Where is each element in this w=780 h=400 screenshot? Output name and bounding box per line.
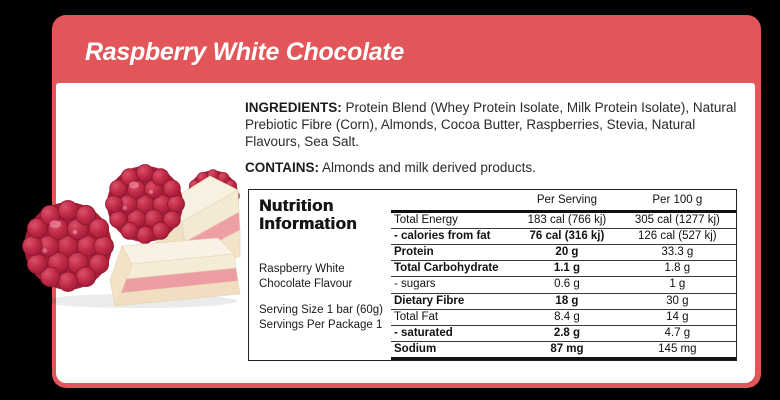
nutrition-panel-left: Nutrition Information Raspberry White Ch… — [249, 190, 391, 360]
table-row: Total Energy 183 cal (766 kj) 305 cal (1… — [391, 213, 736, 230]
row-label: Total Carbohydrate — [394, 262, 499, 275]
row-label: Protein — [394, 246, 434, 259]
table-row: Total Carbohydrate 1.1 g 1.8 g — [391, 261, 736, 278]
table-row: Dietary Fibre 18 g 30 g — [391, 294, 736, 310]
row-label: Total Fat — [394, 310, 439, 323]
table-row: - sugars 0.6 g 1 g — [391, 277, 736, 294]
table-body: Total Energy 183 cal (766 kj) 305 cal (1… — [391, 213, 736, 360]
serving-size: Serving Size 1 bar (60g) — [259, 304, 384, 316]
row-label: - calories from fat — [394, 230, 491, 243]
flavour-line2: Chocolate Flavour — [259, 278, 353, 290]
value-per-100g: 4.7 g — [664, 326, 691, 339]
flavour-line1: Raspberry White — [259, 263, 345, 275]
contains-value: Almonds and milk derived products. — [319, 160, 536, 175]
value-per-serving: 18 g — [555, 294, 579, 307]
servings-per-package: Servings Per Package 1 — [259, 319, 383, 331]
value-per-serving: 8.4 g — [554, 310, 580, 323]
chocolate-piece-front-icon — [109, 237, 241, 307]
nutrition-heading-line2: Information — [259, 214, 357, 233]
value-per-100g: 126 cal (527 kj) — [638, 230, 717, 243]
row-label: Total Energy — [394, 214, 458, 227]
value-per-serving: 1.1 g — [553, 262, 581, 275]
value-per-serving: 76 cal (316 kj) — [529, 230, 605, 243]
contains-text: CONTAINS: Almonds and milk derived produ… — [245, 159, 745, 176]
value-per-100g: 30 g — [666, 294, 689, 307]
nutrition-heading: Nutrition Information — [259, 197, 389, 233]
value-per-serving: 20 g — [555, 246, 579, 259]
nutrition-facts-panel: Nutrition Information Raspberry White Ch… — [248, 189, 737, 361]
value-per-100g: 14 g — [666, 310, 689, 323]
row-label: Sodium — [394, 342, 437, 355]
flavour-label: Raspberry White Chocolate Flavour — [259, 262, 389, 292]
contains-label: CONTAINS: — [245, 160, 319, 175]
value-per-100g: 305 cal (1277 kj) — [634, 214, 720, 227]
nutrition-table: Per Serving Per 100 g Total Energy 183 c… — [391, 190, 736, 360]
value-per-serving: 87 mg — [550, 342, 584, 355]
value-per-serving: 183 cal (766 kj) — [527, 214, 607, 227]
table-row: Total Fat 8.4 g 14 g — [391, 310, 736, 326]
row-label: - saturated — [394, 326, 453, 339]
table-row: - calories from fat 76 cal (316 kj) 126 … — [391, 229, 736, 246]
ingredients-value: Protein Blend (Whey Protein Isolate, Mil… — [245, 100, 737, 149]
row-label: - sugars — [394, 278, 436, 291]
value-per-serving: 2.8 g — [553, 326, 581, 339]
table-row: - saturated 2.8 g 4.7 g — [391, 326, 736, 342]
table-header-row: Per Serving Per 100 g — [391, 190, 736, 213]
table-row: Protein 20 g 33.3 g — [391, 245, 736, 262]
row-label: Dietary Fibre — [394, 294, 465, 307]
value-per-100g: 145 mg — [658, 342, 697, 355]
product-title: Raspberry White Chocolate — [85, 38, 404, 66]
value-per-100g: 1 g — [669, 278, 686, 291]
nutrition-heading-line1: Nutrition — [259, 196, 334, 215]
table-row: Sodium 87 mg 145 mg — [391, 342, 736, 357]
ingredients-label: INGREDIENTS: — [245, 100, 342, 115]
value-per-100g: 33.3 g — [661, 246, 694, 259]
column-header-per-100g: Per 100 g — [652, 193, 703, 206]
raspberry-icon — [22, 199, 115, 292]
ingredients-text: INGREDIENTS: Protein Blend (Whey Protein… — [245, 99, 745, 150]
product-text-column: INGREDIENTS: Protein Blend (Whey Protein… — [245, 99, 745, 176]
product-photo — [22, 164, 241, 308]
value-per-serving: 0.6 g — [554, 278, 580, 291]
column-header-per-serving: Per Serving — [536, 193, 597, 206]
value-per-100g: 1.8 g — [664, 262, 691, 275]
product-card: Raspberry White Chocolate INGREDIENTS: P… — [52, 15, 761, 388]
